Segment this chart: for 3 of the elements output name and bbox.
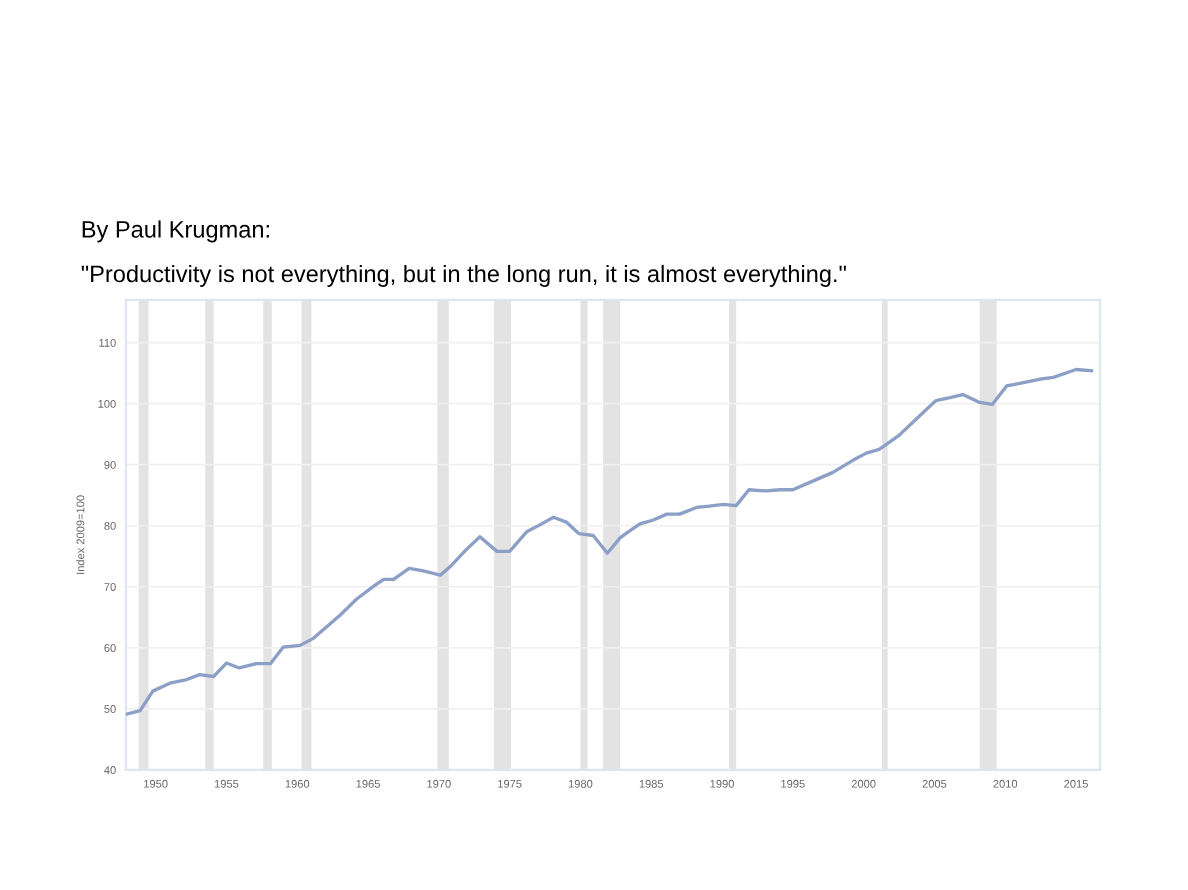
chart-title: By Paul Krugman:	[82, 220, 269, 243]
chart-subtitle: "Productivity is not everything, but in the long run, it is almost everything."	[81, 264, 846, 287]
line-series	[125, 367, 1094, 716]
